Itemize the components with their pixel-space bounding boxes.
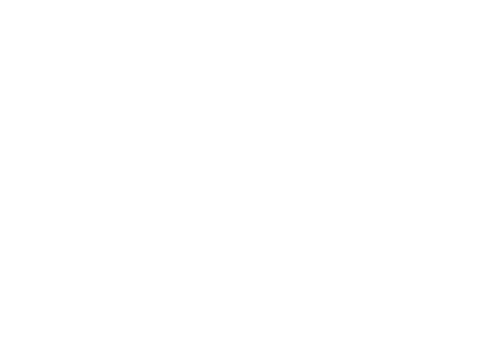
Text: F: F — [182, 94, 193, 112]
Bar — [408, 248, 416, 256]
Text: x: x — [34, 234, 40, 244]
FancyBboxPatch shape — [3, 128, 112, 197]
Polygon shape — [183, 133, 203, 265]
Text: What is the Torsional Constant?: What is the Torsional Constant? — [80, 44, 400, 62]
Text: The torsional constant is a measure of how well the: The torsional constant is a measure of h… — [8, 112, 314, 125]
Text: x: x — [422, 247, 429, 257]
Text: dA: dA — [439, 135, 459, 149]
Text: In 1820 the French enginer Duleau derived analyticaly: In 1820 the French enginer Duleau derive… — [8, 60, 330, 73]
Bar — [436, 134, 462, 152]
Text: b: b — [165, 278, 173, 292]
Text: cross-sectional sphape can resist bending.: cross-sectional sphape can resist bendin… — [8, 123, 260, 136]
Text: $\tau\, L$: $\tau\, L$ — [46, 134, 67, 150]
Text: He showed that the: He showed that the — [8, 86, 124, 99]
Bar — [30, 200, 52, 265]
Polygon shape — [255, 145, 338, 265]
Text: dA: dA — [60, 211, 81, 225]
Text: dA: dA — [396, 208, 416, 222]
Text: torsional constant = second moment of area: torsional constant = second moment of ar… — [8, 97, 302, 110]
Text: b: b — [283, 280, 291, 294]
Text: the torsional constant (J) of a rod.: the torsional constant (J) of a rod. — [8, 71, 207, 84]
Polygon shape — [155, 145, 183, 265]
Polygon shape — [255, 255, 335, 265]
Polygon shape — [255, 135, 288, 265]
Text: h: h — [134, 198, 143, 212]
Text: $G J$: $G J$ — [46, 150, 64, 170]
Bar — [363, 230, 458, 265]
Text: $\theta$: $\theta$ — [12, 140, 25, 159]
Text: h: h — [244, 240, 253, 254]
Text: $I\, =\, \int\!\!\int x^2\,$: $I\, =\, \int\!\!\int x^2\,$ — [355, 129, 424, 156]
Bar — [33, 222, 41, 230]
Text: F: F — [279, 131, 290, 149]
Text: $=$: $=$ — [26, 141, 43, 159]
Polygon shape — [155, 133, 203, 145]
